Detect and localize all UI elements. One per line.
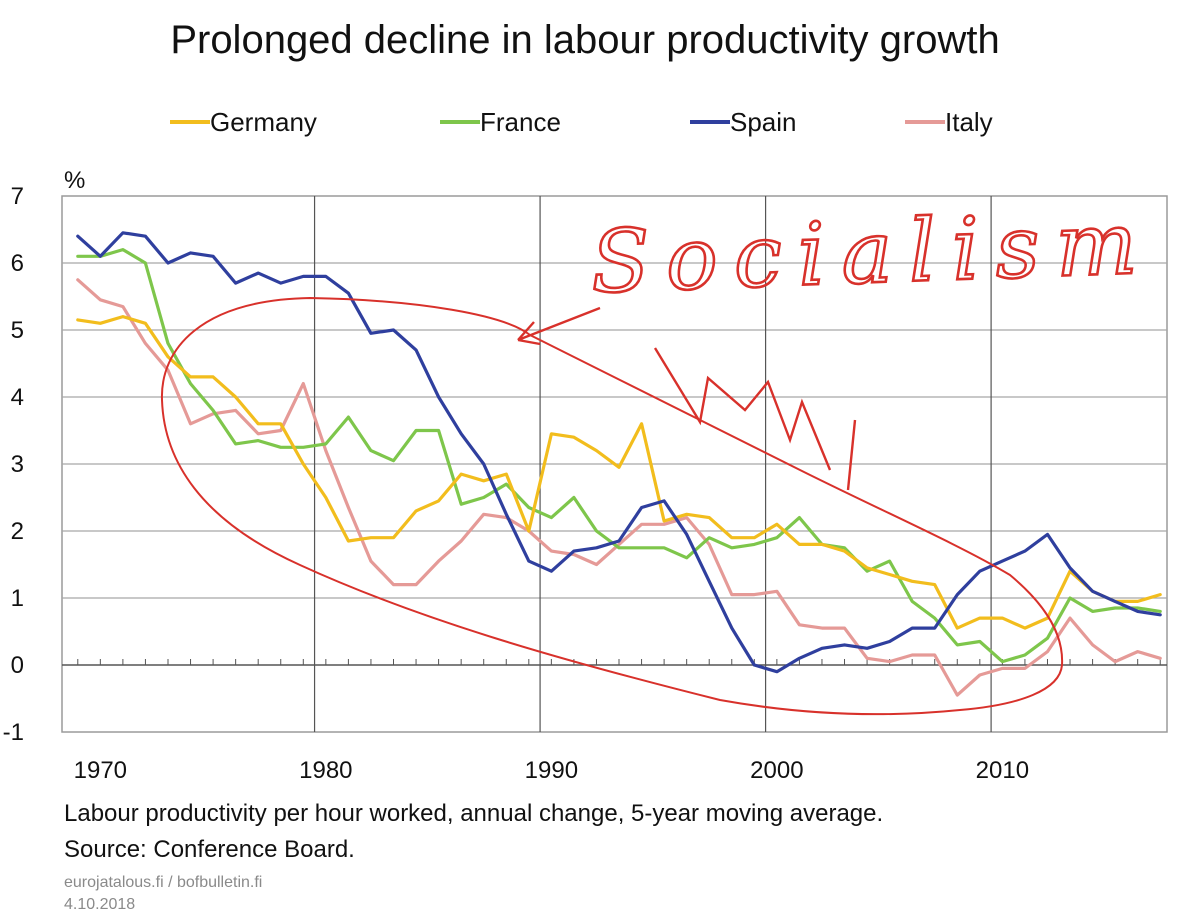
y-tick-label: 1 bbox=[11, 585, 24, 612]
annotation-scribble bbox=[653, 347, 857, 491]
series-lines bbox=[76, 231, 1162, 697]
legend-label-france: France bbox=[480, 107, 561, 137]
legend-label-germany: Germany bbox=[210, 107, 317, 137]
x-axis-tick-labels: 1970 1980 1990 2000 2010 bbox=[74, 757, 1029, 784]
x-tick-label: 1990 bbox=[525, 757, 578, 784]
chart-legend: Germany France Spain Italy bbox=[170, 107, 993, 137]
annotation-circle bbox=[160, 296, 1064, 716]
x-tick-label: 2010 bbox=[976, 757, 1029, 784]
y-tick-label: 0 bbox=[11, 652, 24, 679]
footer-caption: Labour productivity per hour worked, ann… bbox=[64, 800, 883, 827]
legend-label-italy: Italy bbox=[945, 107, 993, 137]
legend-label-spain: Spain bbox=[730, 107, 797, 137]
series-line-france bbox=[76, 248, 1162, 664]
y-tick-label: 6 bbox=[11, 250, 24, 277]
y-axis-tick-labels: -1 0 1 2 3 4 5 6 7 bbox=[3, 183, 24, 746]
y-tick-label: -1 bbox=[3, 719, 24, 746]
y-tick-label: 7 bbox=[11, 183, 24, 210]
annotation-arrow bbox=[517, 306, 601, 346]
x-tick-label: 1980 bbox=[299, 757, 352, 784]
footer-source: Source: Conference Board. bbox=[64, 836, 355, 863]
y-tick-label: 2 bbox=[11, 518, 24, 545]
y-tick-label: 3 bbox=[11, 451, 24, 478]
y-axis-unit-label: % bbox=[64, 167, 85, 194]
annotation-handwriting: Socialism bbox=[589, 193, 1154, 313]
x-tick-label: 1970 bbox=[74, 757, 127, 784]
y-tick-label: 5 bbox=[11, 317, 24, 344]
footer-websites: eurojatalous.fi / bofbulletin.fi bbox=[64, 874, 262, 891]
plot-gridlines bbox=[62, 196, 1167, 732]
chart-title: Prolonged decline in labour productivity… bbox=[170, 18, 999, 62]
handwritten-annotations: Socialism bbox=[160, 192, 1156, 716]
x-tick-label: 2000 bbox=[750, 757, 803, 784]
footer-date: 4.10.2018 bbox=[64, 896, 135, 913]
y-tick-label: 4 bbox=[11, 384, 24, 411]
series-line-italy bbox=[76, 278, 1162, 697]
series-line-germany bbox=[76, 315, 1162, 630]
series-line-spain bbox=[76, 231, 1162, 674]
